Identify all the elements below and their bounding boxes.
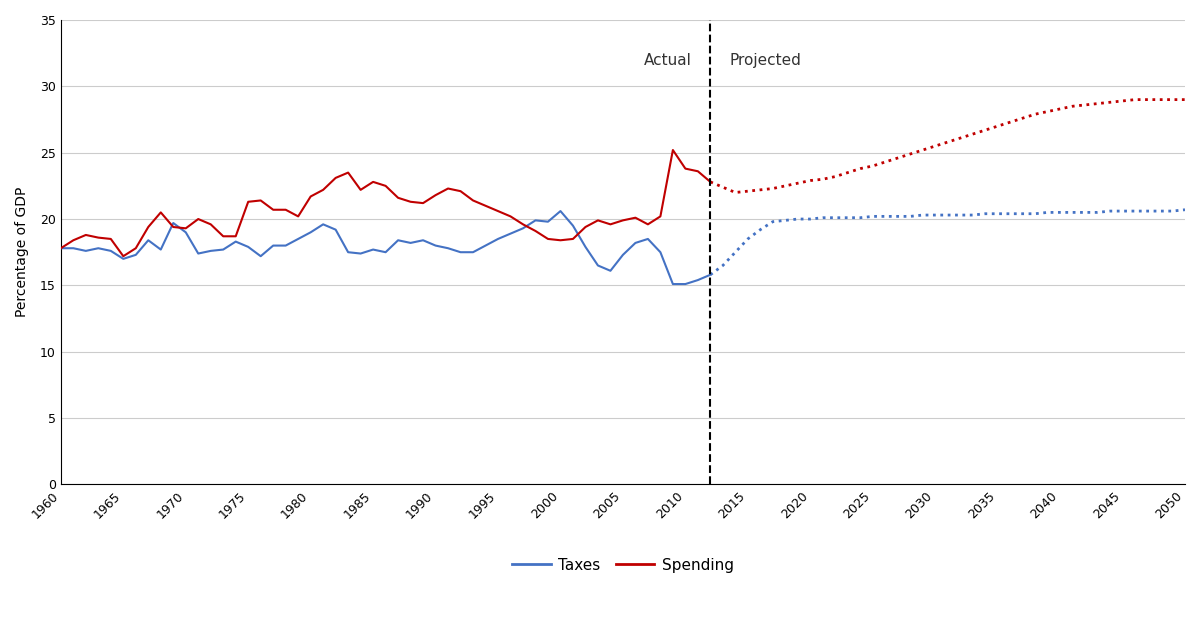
Legend: Taxes, Spending: Taxes, Spending [506,552,739,579]
Y-axis label: Percentage of GDP: Percentage of GDP [14,187,29,318]
Text: Actual: Actual [643,53,691,68]
Text: Projected: Projected [730,53,800,68]
